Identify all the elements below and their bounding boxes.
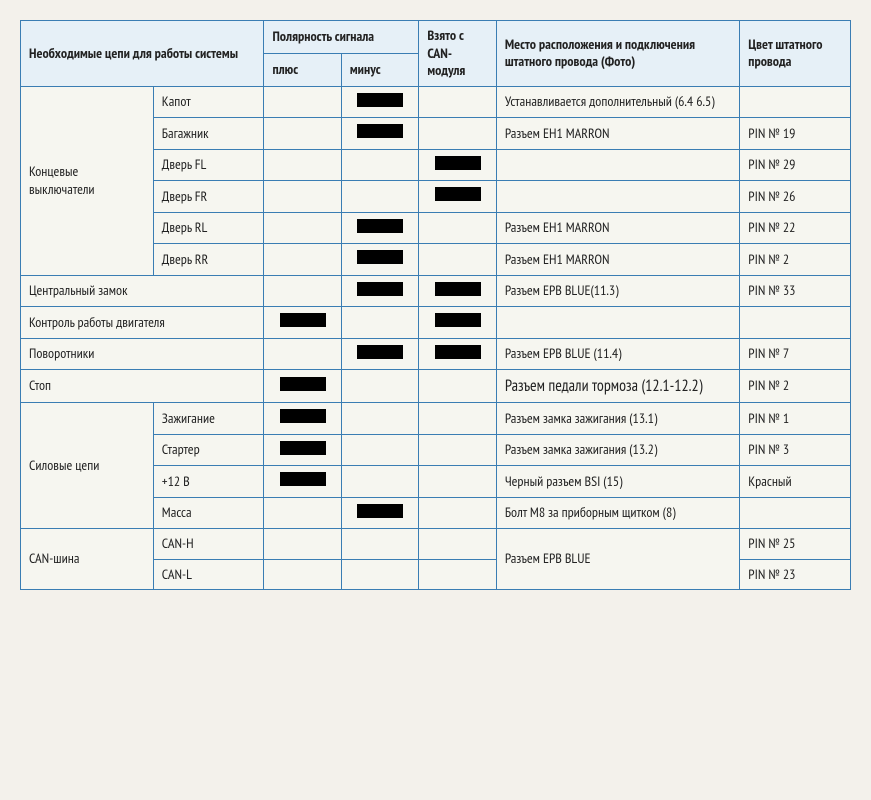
cell-color: PIN № 3 xyxy=(740,434,851,466)
cell-place xyxy=(496,149,739,181)
th-minus: минус xyxy=(341,53,418,86)
cell-color: PIN № 2 xyxy=(740,244,851,276)
mark-minus xyxy=(341,212,418,244)
table-row: Поворотники Разъем EPB BLUE (11.4) PIN №… xyxy=(21,338,851,370)
cell-place: Разъем EPB BLUE xyxy=(496,529,739,590)
row-label: Дверь FL xyxy=(153,149,264,181)
cell-place: Разъем замка зажигания (13.2) xyxy=(496,434,739,466)
wiring-table: Необходимые цепи для работы системы Поля… xyxy=(20,20,851,590)
cell-place: Разъем EPB BLUE (11.4) xyxy=(496,338,739,370)
cell-color: PIN № 1 xyxy=(740,403,851,435)
table-row: Силовые цепи Зажигание Разъем замка зажи… xyxy=(21,403,851,435)
row-label: +12 В xyxy=(153,466,264,498)
table-row: Контроль работы двигателя xyxy=(21,307,851,339)
cell-color: PIN № 23 xyxy=(740,559,851,590)
group-limit-switches: Концевые выключатели xyxy=(21,86,154,275)
mark-can xyxy=(419,307,496,339)
mark-minus xyxy=(341,86,418,118)
cell-place: Разъем EH1 MARRON xyxy=(496,212,739,244)
mark-minus xyxy=(341,118,418,150)
mark-minus xyxy=(341,338,418,370)
mark-plus xyxy=(264,466,341,498)
row-label: CAN-L xyxy=(153,559,264,590)
cell-color: PIN № 2 xyxy=(740,370,851,403)
mark-can xyxy=(419,181,496,213)
group-stop: Стоп xyxy=(21,370,264,403)
th-circuits: Необходимые цепи для работы системы xyxy=(21,21,264,87)
cell-place xyxy=(496,181,739,213)
mark-minus xyxy=(341,497,418,529)
mark-minus xyxy=(341,244,418,276)
table-row: Центральный замок Разъем EPB BLUE(11.3) … xyxy=(21,275,851,307)
cell-place: Устанавливается дополнительный (6.4 6.5) xyxy=(496,86,739,118)
mark-plus xyxy=(264,434,341,466)
mark-plus xyxy=(264,403,341,435)
cell-place: Черный разъем BSI (15) xyxy=(496,466,739,498)
mark-can xyxy=(419,275,496,307)
row-label: CAN-H xyxy=(153,529,264,560)
cell-color: PIN № 19 xyxy=(740,118,851,150)
table-row: Стоп Разъем педали тормоза (12.1-12.2) P… xyxy=(21,370,851,403)
cell-color: PIN № 25 xyxy=(740,529,851,560)
cell-color xyxy=(740,307,851,339)
mark-plus xyxy=(264,370,341,403)
cell-color: PIN № 26 xyxy=(740,181,851,213)
row-label: Капот xyxy=(153,86,264,118)
table-row: CAN-шина CAN-H Разъем EPB BLUE PIN № 25 xyxy=(21,529,851,560)
group-can-bus: CAN-шина xyxy=(21,529,154,590)
cell-place: Разъем педали тормоза (12.1-12.2) xyxy=(496,370,739,403)
cell-place: Разъем EH1 MARRON xyxy=(496,244,739,276)
th-place: Место расположения и подключения штатног… xyxy=(496,21,739,87)
group-engine-control: Контроль работы двигателя xyxy=(21,307,264,339)
cell-color xyxy=(740,86,851,118)
mark-can xyxy=(419,149,496,181)
th-polarity: Полярность сигнала xyxy=(264,21,419,54)
cell-place: Разъем EPB BLUE(11.3) xyxy=(496,275,739,307)
row-label: Стартер xyxy=(153,434,264,466)
row-label: Дверь FR xyxy=(153,181,264,213)
cell-place: Разъем EH1 MARRON xyxy=(496,118,739,150)
cell-color: Красный xyxy=(740,466,851,498)
th-plus: плюс xyxy=(264,53,341,86)
group-central-lock: Центральный замок xyxy=(21,275,264,307)
cell-color: PIN № 33 xyxy=(740,275,851,307)
cell-color: PIN № 29 xyxy=(740,149,851,181)
th-color: Цвет штатного провода xyxy=(740,21,851,87)
cell-place: Болт M8 за приборным щитком (8) xyxy=(496,497,739,529)
mark-can xyxy=(419,338,496,370)
cell-color: PIN № 7 xyxy=(740,338,851,370)
cell-color xyxy=(740,497,851,529)
row-label: Багажник xyxy=(153,118,264,150)
group-power: Силовые цепи xyxy=(21,403,154,529)
row-label: Дверь RR xyxy=(153,244,264,276)
th-can: Взято с CAN-модуля xyxy=(419,21,496,87)
cell-place: Разъем замка зажигания (13.1) xyxy=(496,403,739,435)
table-row: Концевые выключатели Капот Устанавливает… xyxy=(21,86,851,118)
row-label: Масса xyxy=(153,497,264,529)
row-label: Зажигание xyxy=(153,403,264,435)
cell-place xyxy=(496,307,739,339)
cell-color: PIN № 22 xyxy=(740,212,851,244)
group-turn-signals: Поворотники xyxy=(21,338,264,370)
row-label: Дверь RL xyxy=(153,212,264,244)
mark-minus xyxy=(341,275,418,307)
mark-plus xyxy=(264,307,341,339)
